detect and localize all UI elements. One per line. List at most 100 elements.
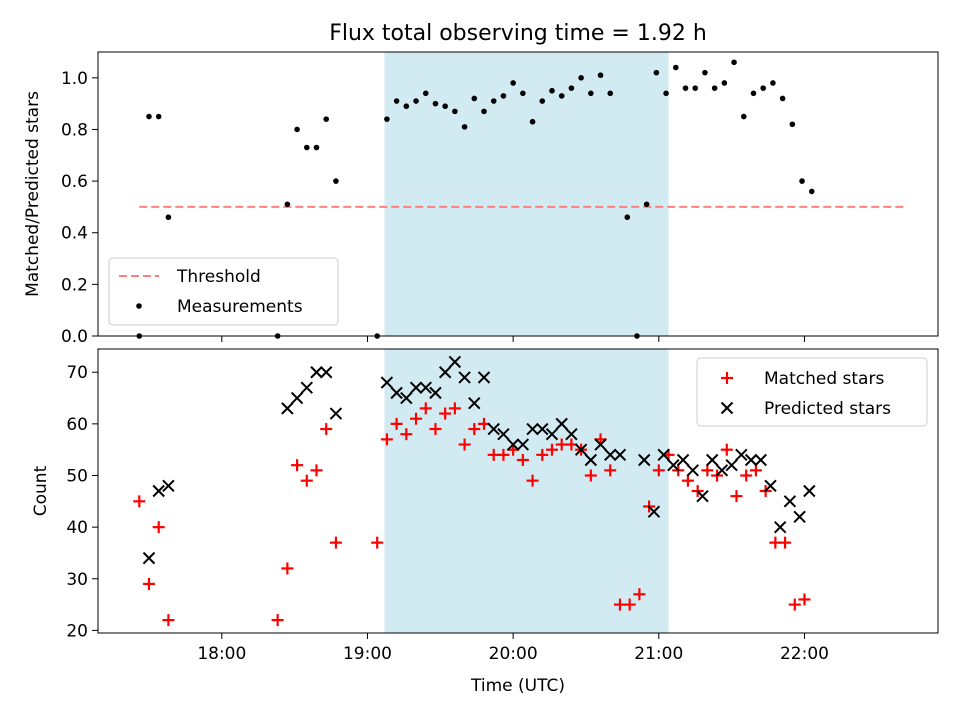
bottom-y-axis-label: Count xyxy=(31,465,51,516)
measurements-point xyxy=(663,90,669,97)
y-tick-label: 50 xyxy=(66,467,88,487)
measurements-point xyxy=(146,113,152,120)
predicted-stars-point xyxy=(506,438,520,451)
predicted-stars-point xyxy=(555,417,568,431)
matched-stars-point xyxy=(152,521,165,534)
predicted-stars-point xyxy=(320,366,333,379)
measurements-point xyxy=(673,64,679,71)
predicted-stars-point xyxy=(793,510,806,524)
matched-stars-point xyxy=(380,433,393,446)
predicted-stars-point xyxy=(594,438,607,451)
matched-stars-point xyxy=(468,423,481,436)
matched-stars-point xyxy=(633,588,646,601)
predicted-stars-point xyxy=(536,422,549,436)
predicted-stars-point xyxy=(604,448,617,462)
legend-measurements-swatch xyxy=(136,303,142,309)
predicted-stars-point xyxy=(545,427,559,441)
bottom-data-marks xyxy=(133,355,816,627)
predicted-stars-point xyxy=(142,551,156,565)
measurements-point xyxy=(711,85,718,91)
measurements-point xyxy=(284,201,291,208)
predicted-stars-point xyxy=(676,453,690,467)
measurements-point xyxy=(760,85,767,91)
predicted-stars-point xyxy=(329,407,343,420)
y-tick-label: 1.0 xyxy=(61,69,88,89)
matched-stars-point xyxy=(291,459,304,472)
legend-measurements-label: Measurements xyxy=(177,297,303,317)
y-tick-label: 20 xyxy=(66,621,88,641)
predicted-stars-point xyxy=(310,366,323,379)
top-legend: Threshold Measurements xyxy=(108,257,339,326)
matched-stars-point xyxy=(604,464,617,477)
bottom-x-ticks: 18:00 19:00 20:00 21:00 22:00 xyxy=(197,633,829,664)
matched-stars-point xyxy=(162,614,175,627)
matched-stars-point xyxy=(458,438,471,451)
matched-stars-point xyxy=(740,469,753,482)
measurements-point xyxy=(578,75,584,81)
measurements-point xyxy=(294,126,300,133)
measurements-point xyxy=(799,178,805,184)
matched-stars-point xyxy=(798,593,811,606)
matched-stars-point xyxy=(545,443,558,456)
bottom-axes-frame xyxy=(97,348,939,634)
y-tick-label: 0.2 xyxy=(61,275,88,295)
measurements-point xyxy=(384,116,390,122)
matched-stars-point xyxy=(448,402,461,415)
bottom-shaded-region xyxy=(384,349,669,633)
matched-stars-point xyxy=(701,464,714,477)
measurements-point xyxy=(624,214,631,221)
predicted-stars-point xyxy=(380,376,394,389)
legend-box xyxy=(696,357,928,427)
y-tick-label: 0.4 xyxy=(61,224,88,244)
measurements-point xyxy=(481,108,487,115)
y-tick-label: 30 xyxy=(66,570,88,590)
measurements-point xyxy=(740,113,747,120)
matched-stars-point xyxy=(133,495,146,508)
measurements-point xyxy=(471,95,478,102)
y-tick-label: 0.8 xyxy=(61,120,88,140)
matched-stars-point xyxy=(516,454,529,467)
matched-stars-point xyxy=(410,412,423,425)
matched-stars-point xyxy=(271,614,284,627)
y-tick-label: 70 xyxy=(66,363,88,383)
measurements-point xyxy=(721,80,728,86)
measurements-point xyxy=(452,108,458,115)
matched-stars-point xyxy=(788,598,801,611)
matched-stars-point xyxy=(320,423,333,436)
measurements-point xyxy=(313,144,320,151)
measurements-point xyxy=(808,188,815,195)
matched-stars-point xyxy=(439,407,452,420)
predicted-stars-point xyxy=(735,448,748,462)
predicted-stars-point xyxy=(744,453,758,467)
measurements-point xyxy=(607,90,614,97)
legend-matched-swatch xyxy=(721,372,733,384)
measurements-point xyxy=(597,72,604,79)
x-tick-label: 18:00 xyxy=(197,644,246,664)
legend-box xyxy=(108,257,339,326)
measurements-point xyxy=(520,90,526,97)
measurements-point xyxy=(490,98,497,104)
predicted-stars-point xyxy=(613,448,627,462)
y-tick-label: 40 xyxy=(66,518,88,538)
predicted-stars-point xyxy=(565,427,578,441)
matched-stars-point xyxy=(536,448,549,461)
top-shaded-region xyxy=(384,52,669,336)
matched-stars-point xyxy=(429,423,442,436)
legend-predicted-label: Predicted stars xyxy=(764,399,891,419)
predicted-stars-point xyxy=(638,453,651,467)
measurements-point xyxy=(403,103,410,110)
measurements-point xyxy=(770,80,776,86)
measurements-point xyxy=(643,201,650,208)
x-tick-label: 21:00 xyxy=(634,644,683,664)
matched-stars-point xyxy=(749,464,762,477)
matched-stars-point xyxy=(300,474,313,487)
predicted-stars-point xyxy=(764,479,777,493)
measurements-point xyxy=(303,144,310,151)
measurements-point xyxy=(510,80,516,86)
measurements-point xyxy=(461,124,468,130)
matched-stars-point xyxy=(400,428,413,441)
y-tick-label: 60 xyxy=(66,415,88,435)
predicted-stars-point xyxy=(458,371,471,384)
x-tick-label: 22:00 xyxy=(780,644,829,664)
